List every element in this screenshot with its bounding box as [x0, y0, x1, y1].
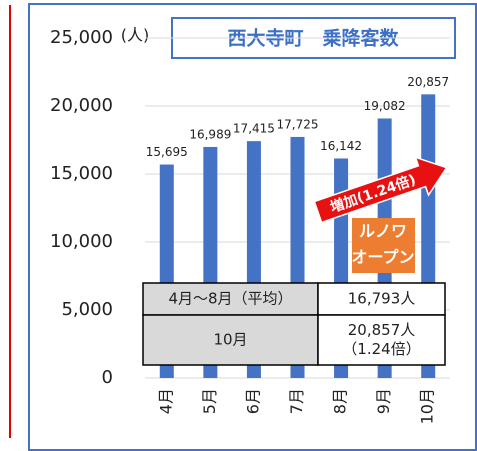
- table-text: 10月: [213, 331, 247, 349]
- table-text: 16,793人: [348, 290, 416, 308]
- x-tick-label: 9月: [374, 388, 393, 414]
- panel: [28, 3, 477, 451]
- table-text: （1.24倍）: [342, 340, 420, 358]
- value-label: 15,695: [146, 145, 188, 159]
- table-cell: [317, 282, 446, 316]
- x-tick-label: 5月: [200, 388, 219, 414]
- value-label: 19,082: [364, 99, 406, 113]
- open-box-text: ルノワ: [359, 222, 407, 241]
- y-tick-label: 10,000: [50, 231, 113, 252]
- x-tick-label: 6月: [243, 388, 262, 414]
- y-unit: (人): [121, 26, 150, 45]
- y-tick-label: 20,000: [50, 95, 113, 116]
- x-tick-label: 10月: [418, 388, 437, 424]
- table-text: 20,857人: [348, 321, 416, 339]
- arrow-shape: [313, 156, 448, 224]
- open-box-text: オープン: [351, 248, 414, 267]
- value-label: 17,415: [233, 122, 275, 136]
- value-label: 16,142: [320, 139, 362, 153]
- table-cell: [142, 314, 319, 366]
- value-label: 16,989: [189, 127, 231, 141]
- y-tick-label: 15,000: [50, 163, 113, 184]
- open-box: [352, 218, 415, 273]
- value-label: 17,725: [277, 117, 319, 131]
- y-tick-label: 25,000: [50, 27, 113, 48]
- value-label: 20,857: [407, 75, 449, 89]
- x-tick-label: 4月: [156, 388, 175, 414]
- x-tick-label: 8月: [331, 388, 350, 414]
- table-cell: [317, 314, 446, 366]
- y-tick-label: 5,000: [61, 299, 113, 320]
- table-text: 4月～8月（平均）: [168, 290, 292, 308]
- x-tick-label: 7月: [287, 388, 306, 414]
- y-tick-label: 0: [102, 367, 113, 388]
- table-cell: [142, 282, 319, 316]
